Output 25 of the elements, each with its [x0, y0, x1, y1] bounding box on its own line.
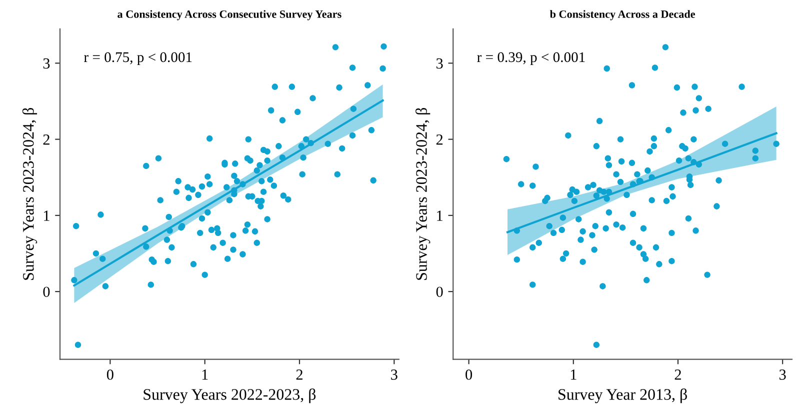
y-axis-title: Survey Years 2023-2024, β: [22, 108, 38, 280]
annotation: r = 0.75, p < 0.001: [84, 52, 192, 66]
y-tick-label: 3: [43, 58, 50, 69]
x-tick-label: 3: [391, 370, 398, 380]
chart-title: b Consistency Across a Decade: [550, 10, 696, 20]
line-series: [506, 132, 778, 234]
x-tick-label: 2: [296, 370, 302, 380]
chart-title: a Consistency Across Consecutive Survey Years: [118, 10, 342, 20]
x-tick-label: 3: [779, 370, 786, 380]
x-tick-label: 0: [466, 369, 472, 380]
x-tick-label: 1: [202, 370, 208, 380]
y-tick-label: 3: [436, 58, 443, 69]
y-tick-label: 1: [437, 210, 442, 221]
x-axis-title: Survey Year 2013, β: [558, 388, 687, 404]
y-axis-title: Survey Years 2023-2024, β: [416, 108, 430, 280]
annotation: r = 0.39, p < 0.001: [477, 52, 585, 66]
y-tick-label: 0: [436, 286, 443, 298]
x-axis-title: Survey Years 2022-2023, β: [144, 388, 316, 404]
x-tick-label: 2: [674, 370, 681, 380]
y-tick-label: 0: [43, 286, 50, 298]
y-tick-label: 1: [44, 210, 50, 221]
y-tick-label: 2: [43, 134, 50, 145]
x-tick-label: 1: [570, 370, 576, 380]
x-tick-label: 0: [106, 369, 114, 380]
y-tick-label: 2: [436, 134, 443, 145]
